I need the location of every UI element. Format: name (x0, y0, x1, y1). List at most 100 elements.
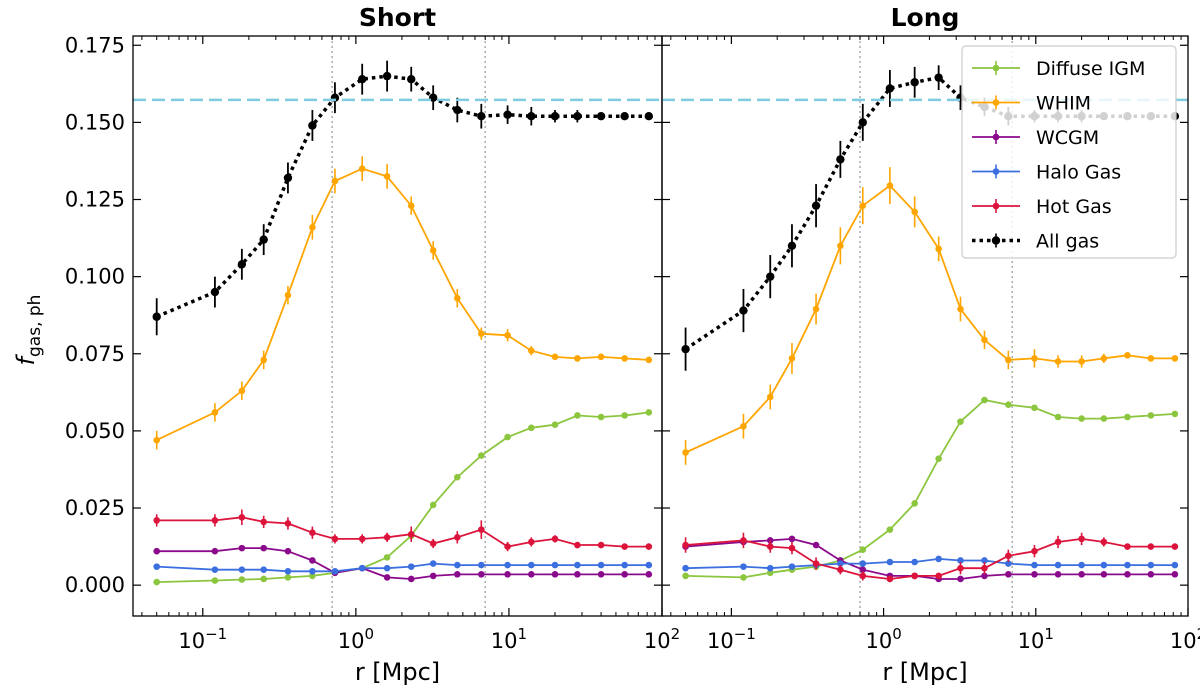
data-point-diffuse-igm-long (740, 574, 747, 581)
data-point-whim-short (383, 173, 391, 180)
data-point-diffuse-igm-long (1078, 415, 1085, 422)
data-point-diffuse-igm-long (911, 500, 918, 507)
y-axis-label: fgas, ph (12, 295, 45, 366)
data-point-whim-long (837, 242, 844, 250)
data-point-halo-gas-long (957, 557, 964, 564)
data-point-hot-gas-short (358, 535, 366, 543)
x-tick-label-short: 10−1 (178, 625, 227, 653)
data-point-halo-gas-short (331, 567, 339, 575)
data-point-whim-long (1147, 355, 1155, 362)
legend-label-hot-gas: Hot Gas (1036, 196, 1112, 218)
data-point-diffuse-igm-short (383, 554, 391, 561)
legend-swatch-marker-diffuse-igm (992, 64, 1000, 72)
data-point-all-gas-short (308, 121, 317, 130)
data-point-halo-gas-long (1054, 561, 1062, 569)
data-point-diffuse-igm-long (935, 455, 942, 462)
data-point-hot-gas-short (527, 538, 535, 546)
data-point-hot-gas-short (454, 534, 461, 541)
data-point-wcgm-short (211, 547, 219, 555)
data-point-whim-short (407, 202, 415, 209)
data-point-wcgm-short (551, 571, 559, 578)
data-point-diffuse-igm-short (527, 424, 535, 432)
data-point-all-gas-short (620, 112, 629, 121)
series-line-hot-gas-long (685, 537, 1175, 580)
series-line-halo-gas-short (156, 562, 649, 573)
panel-title-short: Short (359, 3, 436, 32)
data-point-whim-short (260, 356, 268, 364)
data-point-hot-gas-long (1171, 543, 1179, 550)
data-point-diffuse-igm-long (886, 526, 894, 533)
data-point-wcgm-short (383, 574, 391, 581)
panel-title-long: Long (891, 3, 960, 32)
data-point-halo-gas-long (682, 564, 689, 572)
data-point-halo-gas-short (645, 561, 653, 569)
data-point-whim-long (1100, 355, 1108, 362)
data-point-hot-gas-long (859, 572, 867, 580)
x-tick-label-short: 102 (644, 625, 680, 653)
data-point-hot-gas-short (309, 529, 316, 537)
data-point-all-gas-short (527, 112, 536, 121)
data-point-all-gas-long (885, 84, 895, 93)
data-point-diffuse-igm-long (1147, 412, 1155, 419)
data-point-wcgm-long (957, 575, 964, 583)
data-point-whim-long (911, 208, 918, 216)
data-point-halo-gas-long (886, 558, 894, 566)
legend-swatch-marker-hot-gas (992, 202, 1000, 210)
data-point-wcgm-long (1171, 571, 1179, 578)
data-point-halo-gas-long (1078, 561, 1085, 569)
data-point-halo-gas-long (766, 564, 774, 572)
data-point-whim-short (238, 387, 246, 395)
data-point-hot-gas-long (1078, 535, 1085, 543)
data-point-halo-gas-short (429, 560, 437, 567)
data-point-diffuse-igm-short (478, 452, 485, 459)
data-point-wcgm-long (1054, 571, 1062, 578)
x-axis-label-short: r [Mpc] (355, 658, 440, 686)
data-point-diffuse-igm-long (1100, 415, 1108, 422)
data-point-hot-gas-long (740, 537, 747, 544)
panel-long: Long r [Mpc] 10−1 100 101 102 (661, 3, 1200, 686)
data-point-whim-long (1171, 355, 1179, 362)
data-point-whim-short (429, 247, 437, 254)
data-point-hot-gas-short (331, 535, 339, 543)
data-point-whim-short (358, 165, 366, 172)
data-point-wcgm-short (527, 571, 535, 578)
data-point-halo-gas-long (1147, 561, 1155, 569)
data-point-diffuse-igm-short (551, 421, 559, 429)
data-point-hot-gas-long (766, 543, 774, 550)
data-point-wcgm-long (1147, 571, 1155, 578)
data-point-halo-gas-long (1100, 561, 1108, 569)
legend-label-diffuse-igm: Diffuse IGM (1036, 58, 1145, 80)
data-point-whim-long (1054, 358, 1062, 365)
data-point-hot-gas-long (812, 560, 820, 567)
data-point-diffuse-igm-short (597, 413, 605, 421)
data-point-halo-gas-long (1124, 561, 1131, 569)
data-point-all-gas-short (428, 93, 438, 102)
data-point-all-gas-long (681, 344, 690, 354)
data-point-wcgm-short (309, 557, 316, 564)
data-point-whim-short (331, 177, 339, 185)
data-point-halo-gas-short (454, 561, 461, 569)
data-point-hot-gas-short (478, 526, 485, 533)
data-point-all-gas-short (503, 110, 512, 119)
series-group-short (152, 60, 654, 586)
legend-label-wcgm: WCGM (1036, 127, 1099, 149)
data-point-whim-short (504, 331, 511, 339)
y-tick-label: 0.100 (65, 265, 125, 289)
data-point-hot-gas-long (911, 572, 918, 580)
data-point-diffuse-igm-short (260, 575, 268, 583)
data-point-whim-long (1031, 355, 1038, 362)
x-tick-label-long: 10−1 (707, 625, 756, 653)
data-point-all-gas-short (550, 112, 560, 121)
data-point-hot-gas-short (574, 541, 581, 549)
data-point-all-gas-short (477, 112, 486, 121)
data-point-hot-gas-long (1031, 547, 1038, 555)
data-point-hot-gas-short (238, 513, 246, 521)
data-point-diffuse-igm-short (309, 572, 316, 580)
data-point-wcgm-long (1005, 571, 1012, 578)
data-point-hot-gas-long (981, 564, 988, 572)
data-point-all-gas-long (934, 73, 943, 82)
data-point-halo-gas-short (504, 561, 511, 569)
series-line-hot-gas-short (156, 516, 649, 548)
data-point-wcgm-short (260, 544, 268, 552)
axes-frame-long (661, 35, 1189, 617)
